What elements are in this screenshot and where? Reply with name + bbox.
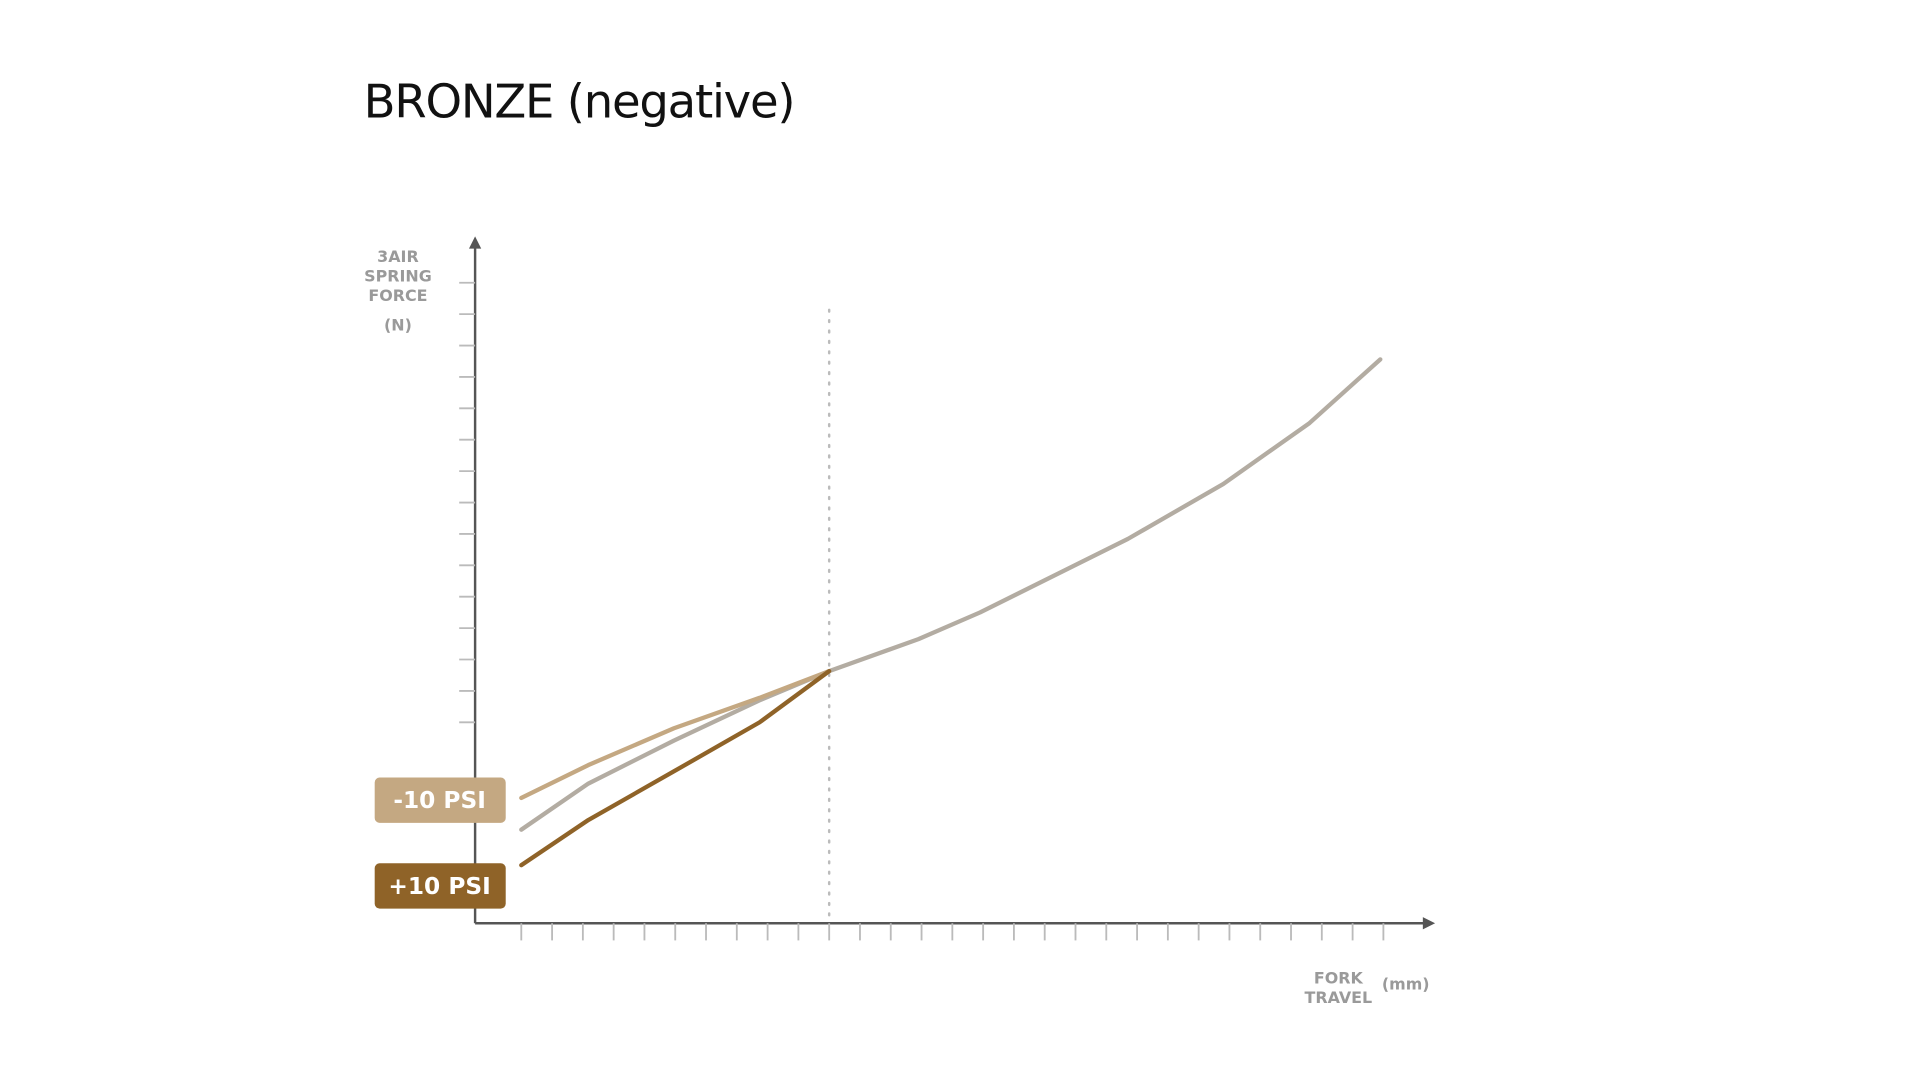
x-arrow xyxy=(1422,917,1436,930)
series-line xyxy=(519,668,832,801)
y-axis-label: FORCE xyxy=(368,286,427,305)
chart-title: BRONZE (negative) xyxy=(364,75,795,129)
x-axis-label: TRAVEL xyxy=(1305,988,1373,1007)
legend-label: -10 PSI xyxy=(393,787,486,814)
series-line xyxy=(519,357,1383,832)
x-axis-unit: (mm) xyxy=(1382,974,1430,993)
x-axis-label: FORK xyxy=(1314,968,1364,987)
legend-label: +10 PSI xyxy=(388,873,490,900)
y-axis-label: (N) xyxy=(384,316,412,335)
y-axis-label: 3AIR xyxy=(377,247,419,266)
y-arrow xyxy=(468,236,482,249)
y-axis-label: SPRING xyxy=(364,267,432,286)
legend-box xyxy=(374,863,506,909)
series-line xyxy=(519,668,832,868)
legend-box xyxy=(374,777,506,823)
